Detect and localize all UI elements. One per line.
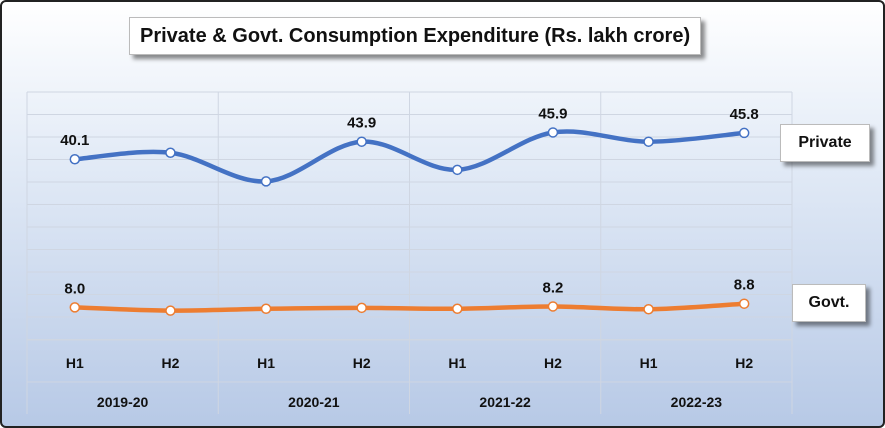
data-label-private: 45.9: [538, 105, 567, 122]
data-label-govt: 8.0: [64, 280, 85, 297]
legend-govt: Govt.: [792, 284, 866, 322]
x-group-label: 2021-22: [479, 394, 531, 410]
data-label-govt: 8.2: [543, 279, 564, 296]
x-tick-label: H2: [735, 355, 753, 371]
point-private: [738, 127, 750, 139]
point-govt: [260, 303, 272, 315]
point-govt: [165, 305, 176, 316]
point-private: [356, 136, 367, 147]
point-govt: [643, 303, 654, 315]
chart-title: Private & Govt. Consumption Expenditure …: [129, 17, 702, 55]
point-govt: [356, 302, 367, 314]
x-group-label: 2022-23: [671, 394, 723, 410]
x-tick-label: H1: [448, 355, 466, 371]
series-line-govt: [72, 301, 747, 313]
data-label-private: 43.9: [347, 115, 376, 132]
x-tick-label: H1: [257, 355, 275, 371]
data-label-govt: 8.8: [734, 277, 755, 294]
x-tick-label: H1: [66, 355, 84, 371]
point-private: [547, 127, 559, 138]
x-tick-label: H2: [544, 355, 562, 371]
x-group-label: 2019-20: [97, 394, 149, 410]
data-label-private: 40.1: [60, 132, 89, 149]
point-govt: [738, 298, 750, 309]
data-label-private: 45.8: [730, 106, 759, 123]
point-govt: [547, 301, 559, 312]
x-group-label: 2020-21: [288, 394, 340, 410]
point-govt: [452, 303, 463, 315]
legend-private: Private: [780, 124, 870, 162]
point-private: [165, 147, 176, 159]
x-tick-label: H2: [353, 355, 371, 371]
point-private: [260, 176, 272, 187]
point-private: [643, 136, 654, 147]
point-private: [452, 164, 463, 176]
point-govt: [69, 302, 81, 313]
x-tick-label: H2: [161, 355, 179, 371]
x-tick-label: H1: [640, 355, 658, 371]
point-private: [69, 153, 81, 165]
series-line-private: [72, 129, 747, 184]
